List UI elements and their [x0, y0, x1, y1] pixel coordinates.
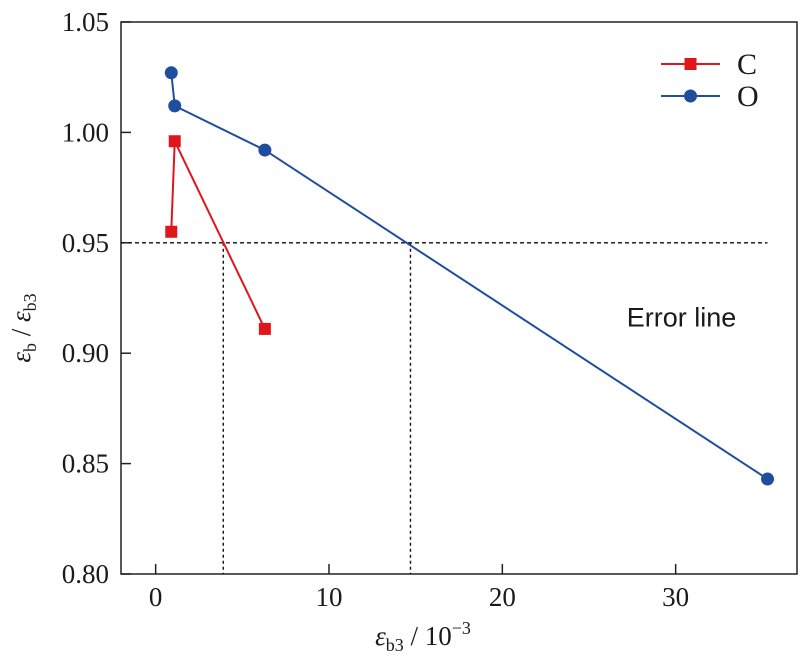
x-tick-label: 0 [149, 582, 163, 612]
y-tick-label: 0.85 [62, 449, 109, 479]
y-axis-label: εb / εb3 [6, 293, 40, 362]
x-axis-label: εb3 / 10−3 [375, 618, 471, 655]
legend-label-C: C [737, 48, 757, 81]
x-tick-label: 10 [316, 582, 343, 612]
y-tick-label: 0.80 [62, 559, 109, 589]
series-C-point [258, 322, 271, 335]
x-tick-label: 30 [662, 582, 689, 612]
series-O-point [761, 472, 775, 486]
x-tick-label: 20 [489, 582, 516, 612]
legend-marker-O [684, 89, 697, 103]
y-tick-label: 0.90 [62, 338, 109, 368]
series-O-point [164, 66, 178, 80]
legend-label-O: O [737, 80, 759, 113]
series-O-point [258, 143, 272, 157]
series-O-point [168, 99, 182, 113]
plot-frame [120, 21, 798, 575]
series-C-point [165, 225, 178, 238]
error-line-annotation: Error line [627, 303, 737, 333]
series-C-line [170, 140, 266, 330]
y-tick-label: 1.00 [62, 117, 109, 147]
series-C-point [168, 135, 181, 148]
y-tick-label: 1.05 [62, 7, 109, 37]
series-O-line [170, 72, 769, 480]
y-tick-label: 0.95 [62, 228, 109, 258]
legend-marker-C [684, 58, 697, 70]
